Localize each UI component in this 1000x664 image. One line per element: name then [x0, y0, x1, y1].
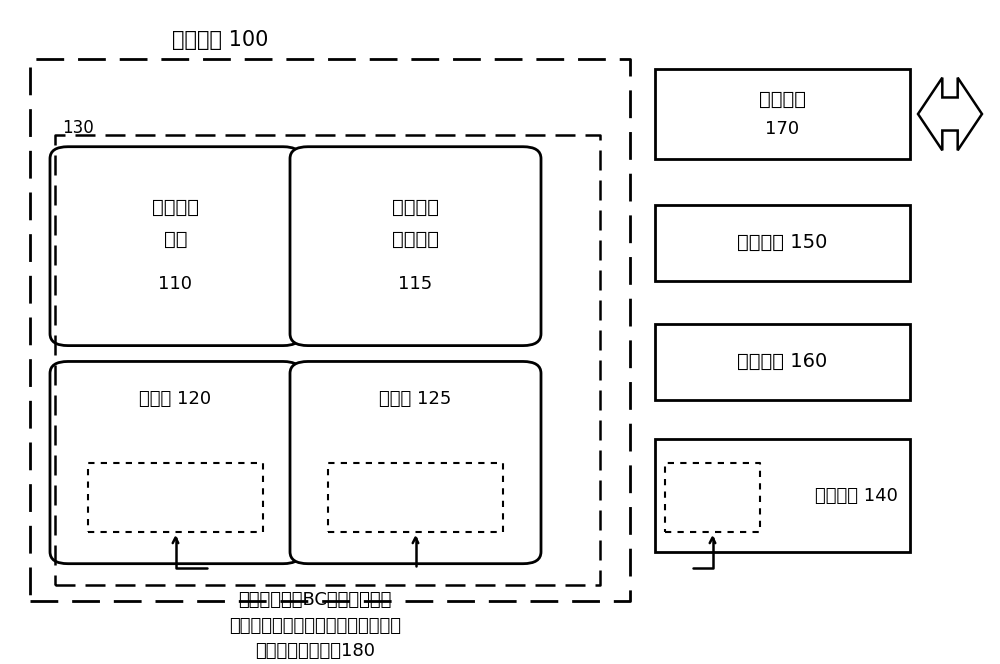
Text: 输入设备 150: 输入设备 150 — [737, 233, 828, 252]
Bar — [655, 324, 910, 400]
Text: 图形或协: 图形或协 — [392, 199, 439, 217]
Text: 处理单元: 处理单元 — [392, 230, 439, 249]
Text: 实现用于图内BC预测模式下的: 实现用于图内BC预测模式下的 — [238, 592, 392, 610]
Bar — [655, 69, 910, 159]
Text: 115: 115 — [398, 276, 433, 293]
Text: 存储器 125: 存储器 125 — [379, 390, 452, 408]
FancyBboxPatch shape — [290, 361, 541, 564]
FancyBboxPatch shape — [50, 147, 301, 346]
Text: 输出设备 160: 输出设备 160 — [737, 353, 828, 371]
Text: 存储装置 140: 存储装置 140 — [815, 487, 898, 505]
FancyBboxPatch shape — [50, 361, 301, 564]
Text: 或多个创新的软件180: 或多个创新的软件180 — [255, 641, 375, 659]
Text: 通信连接: 通信连接 — [759, 90, 806, 109]
Text: 计算环境 100: 计算环境 100 — [172, 30, 268, 50]
Text: 110: 110 — [158, 276, 192, 293]
Bar — [655, 440, 910, 552]
Bar — [655, 205, 910, 281]
Text: 单元: 单元 — [164, 230, 187, 249]
Text: 170: 170 — [765, 120, 800, 137]
FancyBboxPatch shape — [290, 147, 541, 346]
Text: 130: 130 — [62, 119, 94, 137]
Text: 存储器 120: 存储器 120 — [139, 390, 212, 408]
Text: 中央处理: 中央处理 — [152, 199, 199, 217]
Polygon shape — [918, 78, 982, 150]
Text: 合并的色度块的特殊情况处理的一个: 合并的色度块的特殊情况处理的一个 — [229, 617, 401, 635]
